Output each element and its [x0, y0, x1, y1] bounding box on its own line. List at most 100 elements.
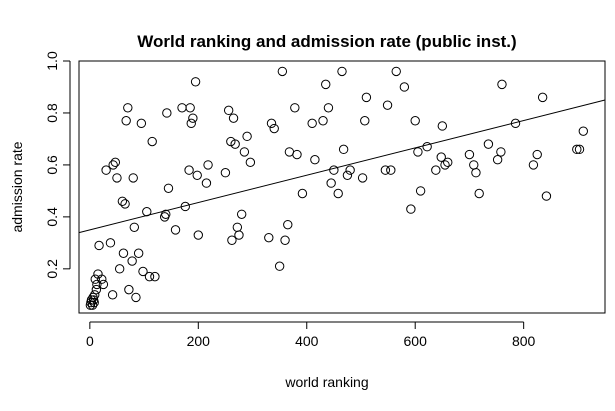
data-point — [186, 118, 196, 129]
data-point — [147, 136, 157, 147]
data-point — [87, 300, 98, 310]
data-point — [129, 222, 140, 232]
data-point — [307, 118, 317, 129]
data-point — [413, 147, 423, 157]
data-point — [112, 173, 122, 183]
chart-title: World ranking and admission rate (public… — [137, 32, 516, 51]
data-point — [380, 165, 391, 175]
data-point — [97, 274, 107, 284]
data-point — [142, 206, 152, 217]
data-point — [177, 103, 187, 113]
data-point — [290, 103, 300, 113]
data-point — [86, 295, 97, 305]
data-point — [201, 178, 212, 188]
y-tick-label: 0.4 — [44, 207, 60, 227]
data-point — [227, 235, 237, 245]
data-point — [220, 168, 231, 178]
x-tick-label: 0 — [86, 333, 94, 349]
data-point — [239, 147, 250, 157]
data-point — [90, 274, 100, 284]
data-point — [230, 139, 240, 149]
data-point — [410, 116, 420, 126]
data-point — [117, 196, 128, 206]
data-point — [90, 290, 100, 300]
data-point — [180, 201, 190, 212]
data-point — [422, 142, 432, 152]
data-point — [323, 103, 334, 113]
data-point — [108, 160, 118, 170]
data-point — [318, 116, 328, 126]
data-point — [161, 209, 171, 219]
data-point — [192, 170, 202, 181]
data-point — [297, 188, 308, 199]
data-point — [193, 230, 203, 240]
data-point — [91, 284, 102, 295]
data-point — [124, 284, 134, 295]
regression-line — [78, 99, 606, 234]
data-point — [133, 248, 144, 258]
data-point — [228, 113, 239, 123]
data-point — [107, 290, 118, 300]
data-point — [242, 131, 252, 142]
data-point — [277, 66, 288, 77]
data-point — [471, 168, 481, 178]
y-axis-label: admission rate — [9, 141, 25, 232]
data-point — [269, 123, 279, 134]
x-tick-label: 800 — [512, 333, 536, 349]
data-point — [537, 92, 548, 103]
data-point — [386, 165, 396, 175]
data-point — [236, 209, 247, 219]
data-point — [162, 108, 172, 118]
data-point — [94, 240, 104, 251]
data-point — [184, 165, 194, 175]
data-point — [188, 113, 198, 123]
data-point — [127, 256, 137, 266]
data-point — [436, 152, 446, 162]
data-point — [572, 144, 582, 155]
data-points — [85, 66, 589, 310]
data-point — [203, 160, 213, 170]
data-point — [283, 219, 293, 230]
data-point — [496, 147, 506, 157]
data-point — [578, 126, 589, 136]
data-point — [245, 157, 256, 168]
x-axis-label: world ranking — [284, 374, 368, 390]
data-point — [170, 225, 181, 235]
data-point — [333, 188, 343, 199]
data-point — [510, 118, 521, 129]
x-axis: 0 200 400 600 800 — [86, 321, 536, 349]
data-point — [329, 165, 339, 175]
data-point — [150, 271, 160, 282]
data-point — [406, 204, 416, 214]
data-point — [492, 155, 503, 165]
data-point — [437, 121, 448, 131]
data-point — [345, 165, 355, 175]
data-point — [497, 79, 507, 90]
data-point — [440, 160, 450, 170]
y-axis: 0.2 0.4 0.6 0.8 1.0 — [44, 51, 71, 279]
data-point — [190, 77, 201, 87]
data-point — [232, 222, 243, 232]
data-point — [163, 183, 174, 193]
data-point — [574, 144, 585, 155]
data-point — [528, 160, 539, 170]
data-point — [342, 170, 353, 181]
y-tick-label: 0.2 — [44, 259, 60, 279]
data-point — [357, 173, 368, 183]
data-point — [391, 66, 401, 77]
data-point — [223, 105, 234, 116]
data-point — [292, 149, 302, 160]
data-point — [120, 199, 130, 209]
data-point — [89, 297, 99, 308]
data-point — [532, 149, 542, 160]
data-point — [541, 191, 552, 201]
data-point — [415, 186, 426, 196]
data-point — [110, 157, 121, 168]
data-point — [399, 82, 410, 92]
data-point — [136, 118, 147, 129]
data-point — [361, 92, 372, 103]
data-point — [464, 149, 475, 160]
data-point — [144, 271, 155, 282]
data-point — [326, 178, 336, 188]
data-point — [280, 235, 290, 245]
